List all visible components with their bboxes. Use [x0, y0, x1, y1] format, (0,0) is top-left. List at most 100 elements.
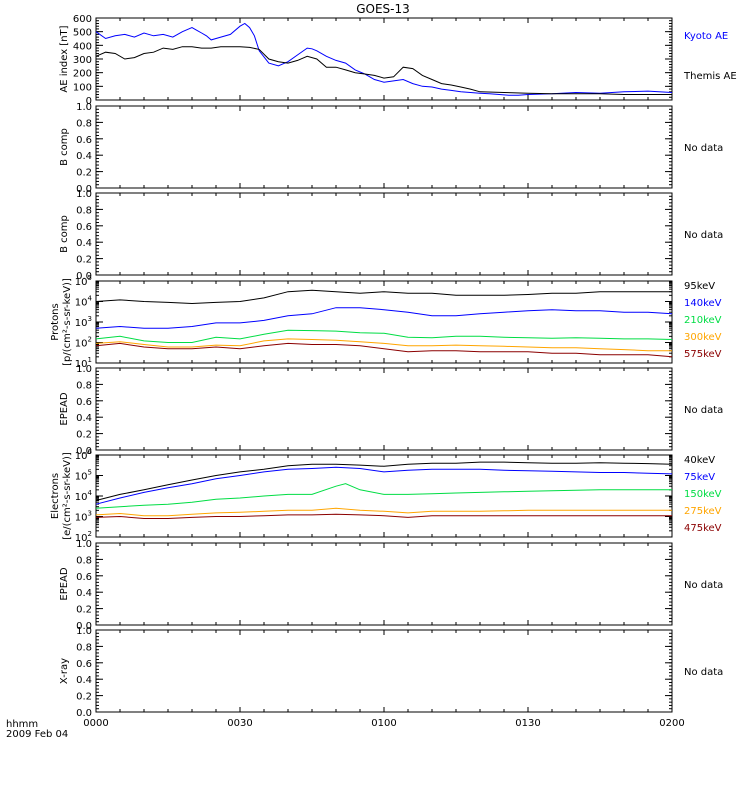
x-tick-label: 0100: [371, 718, 396, 729]
y-axis-label: B comp: [59, 128, 70, 166]
no-data-label: No data: [684, 667, 723, 678]
y-tick-label: 1.0: [76, 626, 92, 637]
panel-frame: [95, 454, 673, 538]
panel-frame: [95, 367, 673, 451]
no-data-label: No data: [684, 580, 723, 591]
y-tick-label: 0.2: [76, 168, 92, 179]
x-tick-label: 0030: [227, 718, 252, 729]
y-tick-label: 0.4: [76, 588, 92, 599]
y-tick-label: 0.2: [76, 692, 92, 703]
y-tick-label: 1.0: [76, 364, 92, 375]
y-tick-label: 0.0: [76, 621, 92, 632]
y-tick-label: 105: [75, 274, 92, 288]
series-line: [95, 483, 672, 509]
y-tick-label: 0.6: [76, 397, 92, 408]
y-tick-label: 1.0: [76, 189, 92, 200]
y-tick-label: 104: [75, 295, 93, 309]
y-tick-label: 0.8: [76, 118, 92, 129]
no-data-label: No data: [684, 405, 723, 416]
legend-entry: 40keV: [684, 455, 715, 466]
no-data-label: No data: [684, 230, 723, 241]
legend-entry: 300keV: [684, 332, 722, 343]
y-tick-label: 0.0: [76, 446, 92, 457]
y-tick-label: 103: [75, 315, 92, 329]
y-tick-label: 0.6: [76, 572, 92, 583]
y-tick-label: 400: [73, 41, 92, 52]
y-tick-label: 0: [86, 96, 92, 107]
series-line: [95, 513, 672, 519]
y-tick-label: 0.4: [76, 675, 92, 686]
y-tick-label: 0.8: [76, 205, 92, 216]
series-line: [95, 507, 672, 517]
panel-frame: [95, 192, 673, 276]
y-axis-units-label: [p/(cm²-s-sr-keV)]: [62, 278, 73, 366]
y-tick-label: 0.0: [76, 708, 92, 719]
y-axis-label: EPEAD: [59, 567, 70, 601]
footer-time-label: hhmm: [6, 719, 39, 730]
y-tick-label: 106: [75, 448, 93, 462]
y-axis-label: B comp: [59, 215, 70, 253]
y-axis-label: AE index [nT]: [59, 25, 70, 92]
panel-frame: [95, 280, 673, 364]
y-tick-label: 0.4: [76, 413, 92, 424]
legend-entry: 275keV: [684, 506, 722, 517]
legend-entry: 150keV: [684, 489, 722, 500]
y-axis-label: Electrons: [50, 473, 61, 519]
y-tick-label: 103: [75, 510, 92, 524]
legend-entry: 140keV: [684, 298, 722, 309]
y-tick-label: 0.6: [76, 222, 92, 233]
y-tick-label: 0.0: [76, 184, 92, 195]
series-line: [95, 329, 673, 343]
legend-entry: 75keV: [684, 472, 715, 483]
y-tick-label: 0.2: [76, 605, 92, 616]
y-tick-label: 0.8: [76, 555, 92, 566]
y-tick-label: 100: [73, 82, 92, 93]
y-tick-label: 0.4: [76, 238, 92, 249]
y-tick-label: 600: [73, 14, 92, 25]
legend-entry: 475keV: [684, 523, 722, 534]
series-line: [95, 342, 673, 358]
x-tick-label: 0200: [659, 718, 684, 729]
y-tick-label: 102: [75, 336, 92, 350]
y-tick-label: 1.0: [76, 539, 92, 550]
legend-entry: 575keV: [684, 349, 722, 360]
y-axis-units-label: [e/(cm²-s-sr-keV)]: [62, 452, 73, 540]
panel-frame: [95, 542, 673, 626]
y-tick-label: 0.2: [76, 255, 92, 266]
series-line: [95, 461, 673, 501]
series-line: [95, 466, 673, 505]
y-tick-label: 0.2: [76, 430, 92, 441]
x-tick-label: 0130: [515, 718, 540, 729]
legend-entry: 95keV: [684, 281, 715, 292]
series-line: [95, 338, 672, 352]
panel-frame: [95, 105, 673, 189]
y-tick-label: 0.8: [76, 642, 92, 653]
plot-title: GOES-13: [356, 2, 410, 16]
y-axis-label: EPEAD: [59, 392, 70, 426]
y-tick-label: 105: [75, 469, 92, 483]
x-tick-label: 0000: [83, 718, 108, 729]
y-tick-label: 500: [73, 28, 92, 39]
panel-frame: [95, 629, 673, 713]
series-line: [95, 46, 672, 95]
y-tick-label: 104: [75, 489, 93, 503]
no-data-label: No data: [684, 143, 723, 154]
y-axis-label: Protons: [50, 303, 61, 340]
y-tick-label: 0.6: [76, 135, 92, 146]
legend-entry: 210keV: [684, 315, 722, 326]
footer-date-label: 2009 Feb 04: [6, 729, 69, 740]
y-tick-label: 0.0: [76, 271, 92, 282]
series-line: [95, 289, 672, 305]
y-tick-label: 300: [73, 55, 92, 66]
legend-entry: Kyoto AE: [684, 31, 728, 42]
y-tick-label: 0.8: [76, 380, 92, 391]
series-line: [95, 307, 673, 329]
y-tick-label: 200: [73, 69, 92, 80]
y-axis-label: X-ray: [59, 658, 70, 684]
y-tick-label: 0.4: [76, 151, 92, 162]
y-tick-label: 0.6: [76, 659, 92, 670]
legend-entry: Themis AE: [683, 71, 737, 82]
panel-frame: [95, 17, 673, 101]
y-tick-label: 1.0: [76, 102, 92, 113]
